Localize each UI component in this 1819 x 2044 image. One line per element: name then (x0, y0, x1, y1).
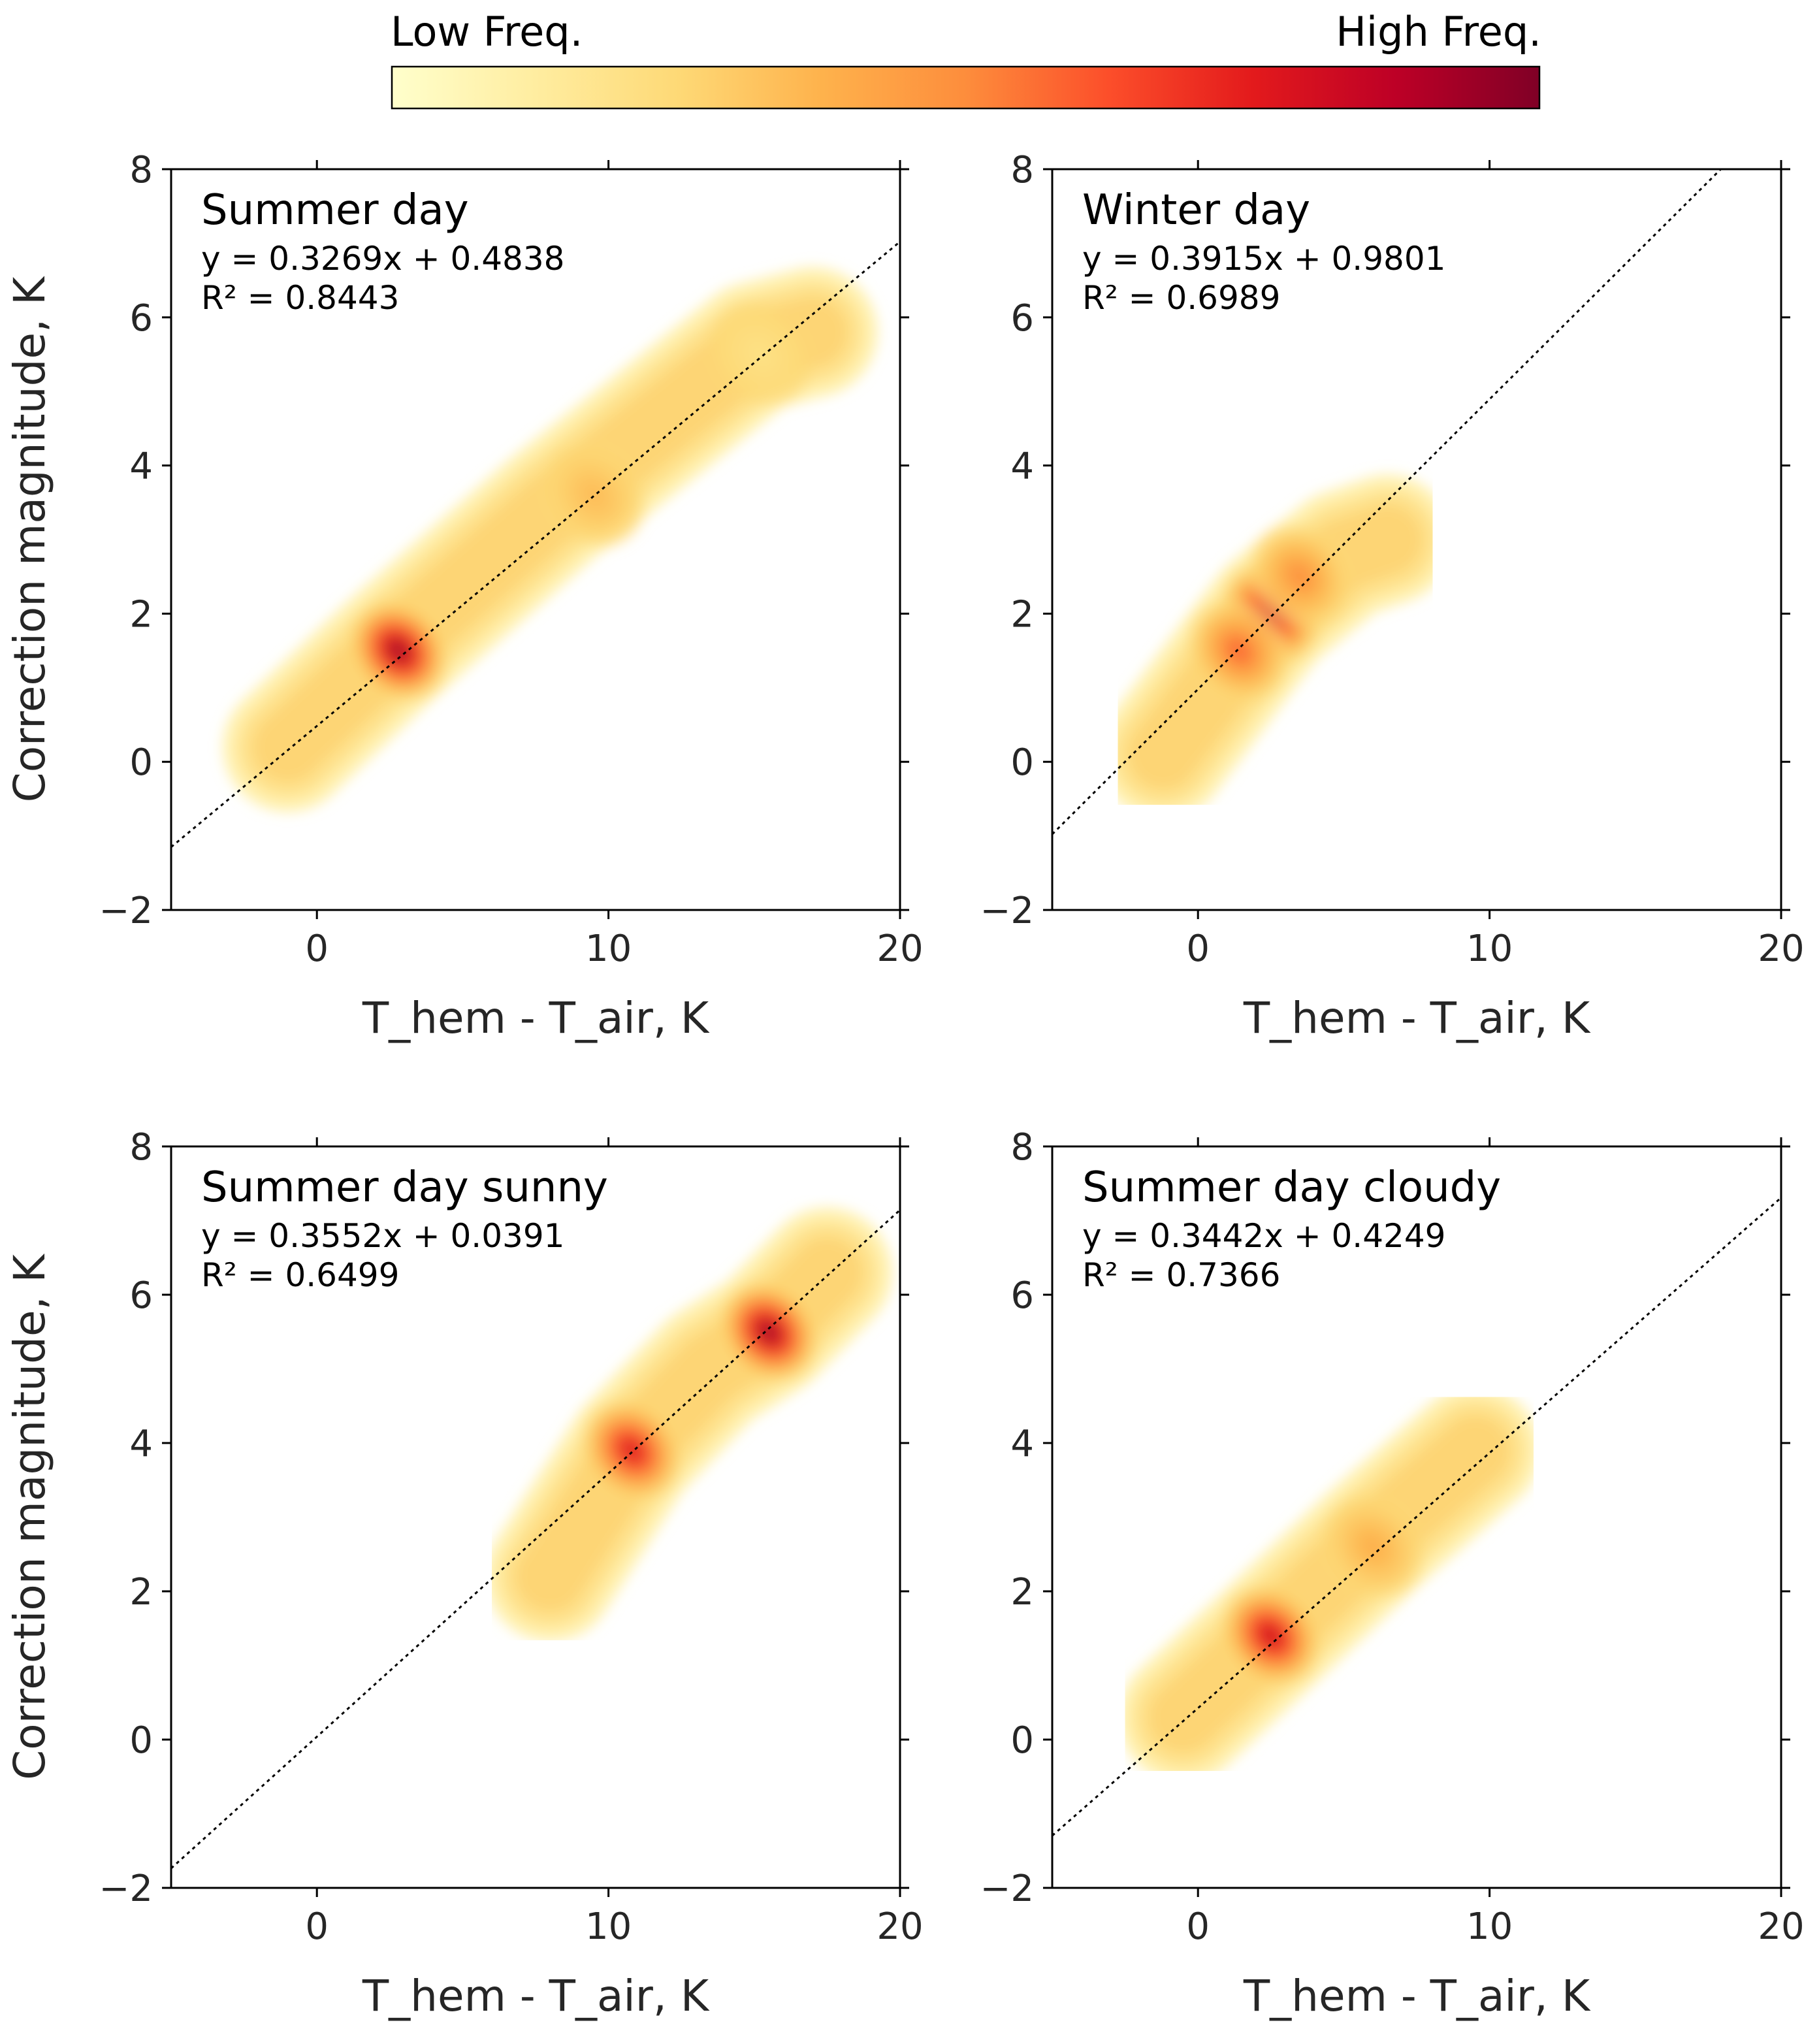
r-squared: R² = 0.6989 (1082, 279, 1280, 317)
x-tick-label: 0 (1186, 1906, 1210, 1948)
regression-equation: y = 0.3269x + 0.4838 (201, 240, 564, 278)
x-axis-label: T_hem - T_air, K (1243, 993, 1591, 1043)
x-tick-label: 10 (1466, 1906, 1513, 1948)
colorbar-gradient (391, 65, 1541, 110)
density-contours (223, 267, 878, 812)
density-peak (750, 344, 770, 365)
density-band (1148, 1415, 1511, 1753)
y-tick-label: 6 (1010, 297, 1034, 340)
y-tick-label: 8 (129, 1126, 153, 1169)
y-tick-label: 0 (129, 1719, 153, 1762)
y-tick-label: 2 (1010, 593, 1034, 636)
colorbar-low-label: Low Freq. (391, 8, 583, 56)
x-tick-label: 0 (1186, 928, 1210, 970)
fit-line (1052, 1197, 1781, 1837)
density-peak (1290, 566, 1310, 587)
y-tick-label: 6 (129, 1274, 153, 1317)
density-contours (1098, 474, 1453, 820)
y-tick-label: 4 (1010, 446, 1034, 488)
y-tick-label: 6 (129, 297, 153, 340)
x-tick-label: 10 (1466, 928, 1513, 970)
y-tick-label: 0 (1010, 1719, 1034, 1762)
y-tick-label: 2 (129, 593, 153, 636)
colorbar: Low Freq. High Freq. (391, 8, 1541, 110)
panel-title: Summer day sunny (201, 1163, 608, 1212)
r-squared: R² = 0.7366 (1082, 1256, 1280, 1294)
axes-frame (1051, 1145, 1782, 1889)
y-axis-label: Correction magnitude, K (5, 1253, 55, 1779)
axes-frame (170, 168, 901, 911)
x-tick-label: 20 (1758, 1906, 1804, 1948)
x-axis-label: T_hem - T_air, K (362, 993, 710, 1043)
regression-equation: y = 0.3442x + 0.4249 (1082, 1217, 1445, 1255)
r-squared: R² = 0.8443 (201, 279, 399, 317)
y-tick-label: 8 (1010, 1126, 1034, 1169)
axes-frame (170, 1145, 901, 1889)
density-peak (759, 1322, 779, 1342)
r-squared: R² = 0.6499 (201, 1256, 399, 1294)
density-peak (1229, 641, 1249, 661)
density-contours (485, 1207, 892, 1642)
x-tick-label: 10 (585, 1906, 632, 1948)
fit-line (1052, 169, 1722, 835)
y-tick-label: 2 (129, 1571, 153, 1614)
fit-line (171, 1209, 900, 1870)
density-peak (389, 641, 408, 661)
x-tick-label: 20 (877, 928, 923, 970)
panel-3: 0 10 20 −2 0 2 4 6 8 T_hem - T_air, K Correction m… (5, 1126, 924, 2021)
y-tick-label: −2 (99, 890, 153, 932)
y-tick-label: 8 (1010, 149, 1034, 191)
y-tick-label: 2 (1010, 1571, 1034, 1614)
y-tick-label: 6 (1010, 1274, 1034, 1317)
density-peak (622, 1440, 641, 1461)
panel-title: Summer day (201, 186, 469, 235)
panel-title: Summer day cloudy (1082, 1163, 1501, 1212)
axes-frame (1051, 168, 1782, 911)
y-tick-label: 4 (1010, 1423, 1034, 1465)
x-axis-label: T_hem - T_air, K (1243, 1971, 1591, 2021)
x-tick-label: 0 (305, 928, 329, 970)
density-peak (584, 485, 604, 506)
panel-title: Winter day (1082, 186, 1310, 235)
y-tick-label: 4 (129, 446, 153, 488)
panel-4: 0 10 20 −2 0 2 4 6 8 T_hem - T_air, K Summer day c… (980, 1126, 1804, 2021)
y-tick-label: −2 (980, 1868, 1034, 1910)
x-tick-label: 20 (877, 1906, 923, 1948)
colorbar-high-label: High Freq. (1336, 8, 1541, 56)
y-axis-label: Correction magnitude, K (5, 276, 55, 802)
x-tick-label: 10 (585, 928, 632, 970)
y-tick-label: 0 (1010, 741, 1034, 784)
panel-2: 0 10 20 −2 0 2 4 6 8 T_hem - T_air, K Winter day y … (980, 149, 1804, 1043)
y-tick-label: 8 (129, 149, 153, 191)
y-tick-label: −2 (99, 1868, 153, 1910)
x-axis-label: T_hem - T_air, K (362, 1971, 710, 2021)
density-contours (1118, 1386, 1540, 1783)
y-tick-label: 4 (129, 1423, 153, 1465)
y-tick-label: −2 (980, 890, 1034, 932)
x-tick-label: 0 (305, 1906, 329, 1948)
x-tick-label: 20 (1758, 928, 1804, 970)
regression-equation: y = 0.3915x + 0.9801 (1082, 240, 1445, 278)
panel-1: 0 10 20 −2 0 2 4 6 8 T_hem - T_air, K Correction m… (5, 149, 924, 1043)
y-tick-label: 0 (129, 741, 153, 784)
regression-equation: y = 0.3552x + 0.0391 (201, 1217, 564, 1255)
